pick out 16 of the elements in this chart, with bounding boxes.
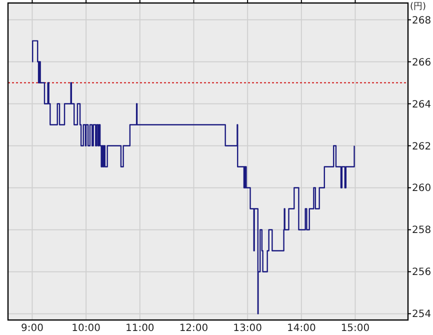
y-tick-label: 262 (412, 141, 432, 152)
y-axis-title: (円) (410, 2, 426, 12)
x-tick-label: 15:00 (340, 323, 370, 334)
y-tick-label: 258 (412, 225, 432, 236)
x-tick-label: 14:00 (286, 323, 316, 334)
x-tick-label: 12:00 (179, 323, 208, 334)
x-tick-label: 10:00 (72, 323, 100, 334)
x-tick-label: 9:00 (20, 323, 44, 334)
y-tick-label: 268 (412, 15, 432, 26)
y-tick-label: 260 (412, 183, 432, 194)
y-tick-label: 266 (412, 57, 432, 68)
x-tick-label: 13:00 (233, 323, 262, 334)
y-tick-label: 256 (412, 267, 432, 278)
y-tick-label: 254 (412, 309, 432, 320)
x-tick-label: 11:00 (125, 323, 154, 334)
y-tick-label: 264 (412, 99, 432, 110)
